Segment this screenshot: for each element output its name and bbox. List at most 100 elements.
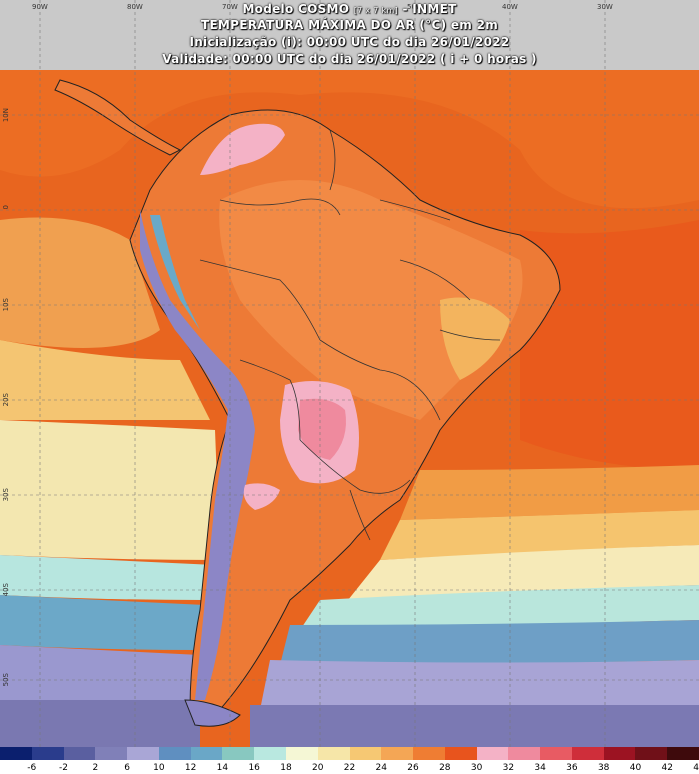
lat-label: 10N [2, 108, 10, 123]
border-line [439, 329, 501, 341]
pacific-band-18 [0, 555, 215, 600]
ocean-warm-band-north [0, 70, 699, 209]
colorbar-tick-label: 6 [124, 763, 130, 773]
colorbar-tick-label: 28 [439, 763, 451, 773]
graticule [0, 0, 699, 747]
colorbar-swatch [222, 747, 255, 760]
lon-label: 80W [127, 3, 143, 11]
colorbar-swatch [444, 747, 478, 760]
andes-highlands [150, 215, 200, 330]
colorbar-legend: -6 -2 2 6 10 12 14 16 18 20 22 24 26 28 30 32 34 36 38 40 42… [0, 747, 699, 774]
border-line [239, 359, 301, 441]
colorbar-tick-label: 32 [502, 763, 515, 773]
colorbar-tick-label: -2 [59, 763, 69, 773]
colorbar-swatch [190, 747, 223, 760]
lat-label: 30S [2, 488, 10, 502]
border-line [319, 339, 441, 421]
colorbar-tick-label: 2 [92, 763, 99, 773]
border-line [219, 198, 341, 216]
atlantic-band-24 [380, 510, 699, 560]
colorbar-swatch [603, 747, 636, 760]
title-source: - INMET [402, 2, 457, 16]
colorbar-tick-label: 12 [184, 763, 197, 773]
colorbar-swatch [476, 747, 509, 760]
atlantic-band-12 [280, 620, 699, 665]
border-line [379, 199, 451, 221]
colorbar-swatch [31, 747, 65, 760]
colorbar-swatch [540, 747, 573, 760]
colorbar-swatch [571, 747, 605, 760]
colorbar-swatch [667, 747, 699, 760]
border-line [399, 259, 471, 301]
lat-label: 20S [2, 393, 10, 407]
colorbar-tick-label: 44 [693, 763, 699, 773]
country-borders [199, 129, 501, 541]
lon-label: 50W [407, 3, 423, 11]
ocean-hot-east [520, 220, 699, 470]
colorbar-swatch [158, 747, 192, 760]
colorbar-tick-label: 10 [153, 763, 165, 773]
lon-label: 30W [597, 3, 613, 11]
lon-label: 90W [32, 3, 48, 11]
border-line [199, 259, 321, 341]
pacific-band-28 [0, 217, 160, 348]
atlantic-band-16 [300, 585, 699, 630]
colorbar-tick-label: 40 [629, 763, 642, 773]
atlantic-band-20 [340, 545, 699, 610]
colorbar-swatch [413, 747, 446, 760]
hot-zone-north [200, 123, 285, 175]
title-model-name: Modelo COSMO [242, 2, 350, 16]
title-variable: TEMPERATURA MÁXIMA DO AR (°C) em 2m [200, 18, 499, 32]
colorbar-swatch [63, 747, 96, 760]
lat-label: 50S [2, 673, 10, 687]
colorbar-swatch [349, 747, 382, 760]
atlantic-band-26 [400, 465, 699, 520]
colorbar-tick-label: 18 [280, 763, 292, 773]
atlantic-band-10 [260, 660, 699, 710]
out-of-domain-area [0, 0, 699, 70]
tierra-del-fuego [184, 699, 241, 727]
colorbar-tick-label: 36 [566, 763, 578, 773]
lat-label: 10S [2, 298, 10, 312]
pacific-band-6 [0, 700, 200, 747]
pacific-band-20 [0, 420, 220, 560]
title-initialization: Inicialização (i): 00:00 UTC do dia 26/0… [189, 35, 510, 49]
lon-label: 40W [502, 3, 518, 11]
colorbar-tick-label: 22 [343, 763, 356, 773]
hot-zone-andes [243, 483, 280, 510]
title-model: Modelo COSMO [7 x 7 km] - INMET [0, 2, 699, 16]
lat-label: 0 [2, 205, 10, 210]
pacific-band-10 [0, 645, 200, 700]
colorbar-tick-label: 20 [311, 763, 324, 773]
colorbar-swatch [317, 747, 350, 760]
colorbar-tick-label: 24 [375, 763, 387, 773]
colorbar-swatch [285, 747, 319, 760]
andes-cold-strip [140, 210, 255, 700]
lat-label: 40S [2, 583, 10, 597]
lon-label: 70W [222, 3, 238, 11]
pacific-band-14 [0, 595, 205, 650]
title-resolution: [7 x 7 km] [353, 6, 398, 15]
lon-label: 60W [312, 3, 328, 11]
brazil-interior [219, 180, 523, 420]
colorbar-swatch [95, 747, 128, 760]
temperature-map [0, 0, 699, 747]
colorbar-swatch [635, 747, 668, 760]
title-validity: Validade: 00:00 UTC do dia 26/01/2022 ( … [162, 52, 537, 66]
colorbar-swatch [254, 747, 287, 760]
colorbar-tick-label: 34 [534, 763, 546, 773]
colorbar-tick-label: 38 [597, 763, 610, 773]
border-line [349, 489, 371, 541]
colorbar-tick-label: 14 [216, 763, 229, 773]
atlantic-band-6 [250, 705, 699, 747]
colorbar-swatch [127, 747, 160, 760]
central-america [54, 79, 182, 156]
colorbar-swatch [508, 747, 541, 760]
colorbar-swatch [381, 747, 414, 760]
colorbar-tick-label: 26 [407, 763, 419, 773]
colorbar-swatch [0, 747, 33, 760]
northeast-yellow [440, 297, 510, 380]
colorbar-tick-label: 42 [661, 763, 673, 773]
border-line [329, 129, 336, 191]
